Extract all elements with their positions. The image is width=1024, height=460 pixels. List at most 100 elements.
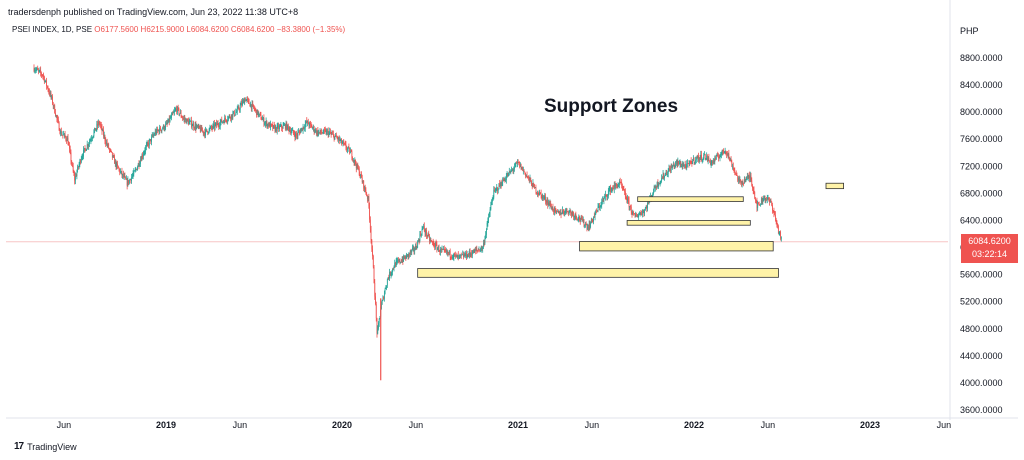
candle-body: [332, 133, 334, 135]
candle-body: [372, 256, 374, 267]
candle-body: [172, 112, 174, 114]
candle-body: [301, 127, 302, 130]
candle-body: [737, 175, 739, 181]
candle-body: [457, 255, 458, 258]
price-chart[interactable]: 8800.0000 8400.0000 8000.0000 7600.0000 7200…: [6, 0, 1018, 440]
candle-body: [222, 121, 223, 123]
candle-body: [607, 195, 609, 197]
candle-body: [148, 140, 150, 146]
candle-body: [443, 248, 444, 250]
candle-body: [208, 128, 210, 133]
candle-body: [668, 168, 670, 171]
candle-body: [107, 144, 109, 146]
candle-body: [223, 121, 225, 124]
candle-body: [116, 163, 118, 168]
candle-body: [322, 132, 324, 134]
candle-body: [755, 199, 757, 202]
candle-body: [171, 112, 173, 115]
candle-body: [622, 185, 623, 188]
candle-body: [511, 169, 512, 171]
candle-body: [691, 162, 693, 165]
candle-body: [327, 130, 328, 132]
candle-body: [290, 130, 291, 134]
candle-body: [270, 123, 272, 125]
candle-body: [108, 148, 110, 150]
candle-body: [724, 151, 726, 153]
candle-body: [514, 167, 515, 169]
candle-body: [572, 212, 574, 214]
symbol-ohlc-line: PSEI INDEX, 1D, PSE O6177.5600 H6215.900…: [12, 25, 345, 34]
candle-body: [732, 166, 733, 168]
candle-body: [536, 192, 538, 194]
candle-body: [780, 232, 781, 239]
candle-body: [517, 161, 519, 163]
candle-body: [732, 166, 734, 168]
candle-body: [772, 205, 773, 211]
candle-body: [447, 252, 449, 253]
candle-body: [251, 103, 253, 109]
candle-body: [716, 154, 718, 156]
candle-body: [194, 127, 195, 129]
candle-body: [243, 100, 245, 104]
candle-body: [279, 126, 281, 128]
candle-body: [176, 108, 178, 112]
candle-body: [714, 157, 716, 162]
candle-body: [404, 256, 406, 259]
candle-body: [96, 124, 98, 129]
candle-body: [738, 178, 739, 181]
candle-body: [502, 179, 504, 186]
candle-body: [351, 151, 353, 159]
y-tick-label: 6800.0000: [960, 188, 1003, 198]
candle-body: [681, 166, 682, 168]
candle-body: [680, 162, 682, 167]
candle-body: [432, 241, 433, 243]
candle-body: [344, 143, 346, 145]
candle-body: [766, 198, 768, 200]
candle-body: [734, 170, 736, 173]
candle-body: [106, 142, 107, 144]
candle-body: [95, 128, 97, 131]
candle-body: [713, 160, 715, 162]
candle-body: [209, 127, 211, 129]
candle-body: [324, 129, 325, 131]
candle-body: [51, 96, 53, 98]
candle-body: [655, 187, 657, 189]
candle-body: [461, 254, 463, 256]
candle-body: [467, 253, 469, 258]
candle-body: [185, 119, 186, 121]
candle-body: [281, 127, 283, 129]
candle-body: [288, 127, 290, 131]
candle-body: [446, 250, 448, 253]
candle-body: [486, 222, 488, 229]
candle-body: [606, 194, 608, 197]
candle-body: [463, 254, 465, 258]
candle-body: [383, 297, 385, 299]
candle-body: [531, 185, 533, 188]
candle-body: [227, 119, 229, 121]
candle-body: [628, 200, 630, 208]
candle-body: [685, 165, 687, 169]
candle-body: [245, 99, 246, 101]
candle-body: [340, 138, 342, 141]
candle-body: [159, 127, 161, 133]
support-zone-3: [626, 220, 751, 226]
candle-body: [571, 212, 573, 215]
candle-body: [45, 80, 47, 82]
candle-body: [506, 174, 508, 177]
candle-body: [515, 163, 517, 164]
candle-body: [707, 155, 708, 161]
tradingview-branding[interactable]: 17 TradingView: [14, 441, 77, 452]
candle-body: [735, 172, 737, 176]
candle-body: [257, 109, 259, 116]
candle-body: [57, 118, 59, 120]
candle-body: [108, 144, 110, 149]
candle-body: [482, 247, 484, 250]
candle-body: [349, 151, 351, 154]
candle-body: [671, 166, 673, 168]
candle-body: [69, 145, 70, 149]
candle-body: [608, 189, 610, 192]
candle-body: [137, 163, 139, 167]
candle-body: [66, 137, 68, 142]
candle-body: [588, 227, 589, 231]
candle-body: [144, 150, 146, 153]
